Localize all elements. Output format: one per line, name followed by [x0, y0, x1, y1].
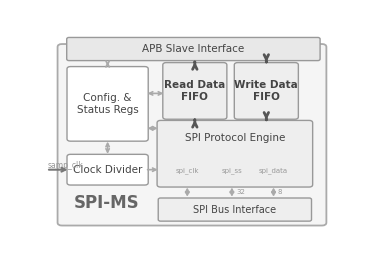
- FancyBboxPatch shape: [234, 63, 299, 119]
- Text: Config. &
Status Regs: Config. & Status Regs: [77, 93, 138, 115]
- FancyBboxPatch shape: [157, 120, 313, 187]
- FancyBboxPatch shape: [67, 154, 148, 185]
- FancyBboxPatch shape: [67, 67, 148, 141]
- FancyBboxPatch shape: [58, 44, 327, 226]
- Text: spi_clk: spi_clk: [176, 167, 199, 174]
- FancyBboxPatch shape: [67, 38, 320, 61]
- Text: Write Data
FIFO: Write Data FIFO: [234, 80, 298, 102]
- Text: 32: 32: [236, 189, 245, 195]
- Text: SPI Bus Interface: SPI Bus Interface: [193, 205, 276, 214]
- Text: samp_clk: samp_clk: [48, 161, 83, 170]
- Text: 8: 8: [278, 189, 282, 195]
- Text: Clock Divider: Clock Divider: [73, 165, 142, 175]
- Text: SPI Protocol Engine: SPI Protocol Engine: [184, 133, 285, 143]
- Text: spi_ss: spi_ss: [221, 167, 242, 174]
- Text: Read Data
FIFO: Read Data FIFO: [164, 80, 225, 102]
- FancyBboxPatch shape: [158, 198, 311, 221]
- Text: APB Slave Interface: APB Slave Interface: [142, 44, 245, 54]
- Text: spi_data: spi_data: [259, 167, 288, 174]
- FancyBboxPatch shape: [163, 63, 227, 119]
- Text: SPI-MS: SPI-MS: [73, 193, 139, 212]
